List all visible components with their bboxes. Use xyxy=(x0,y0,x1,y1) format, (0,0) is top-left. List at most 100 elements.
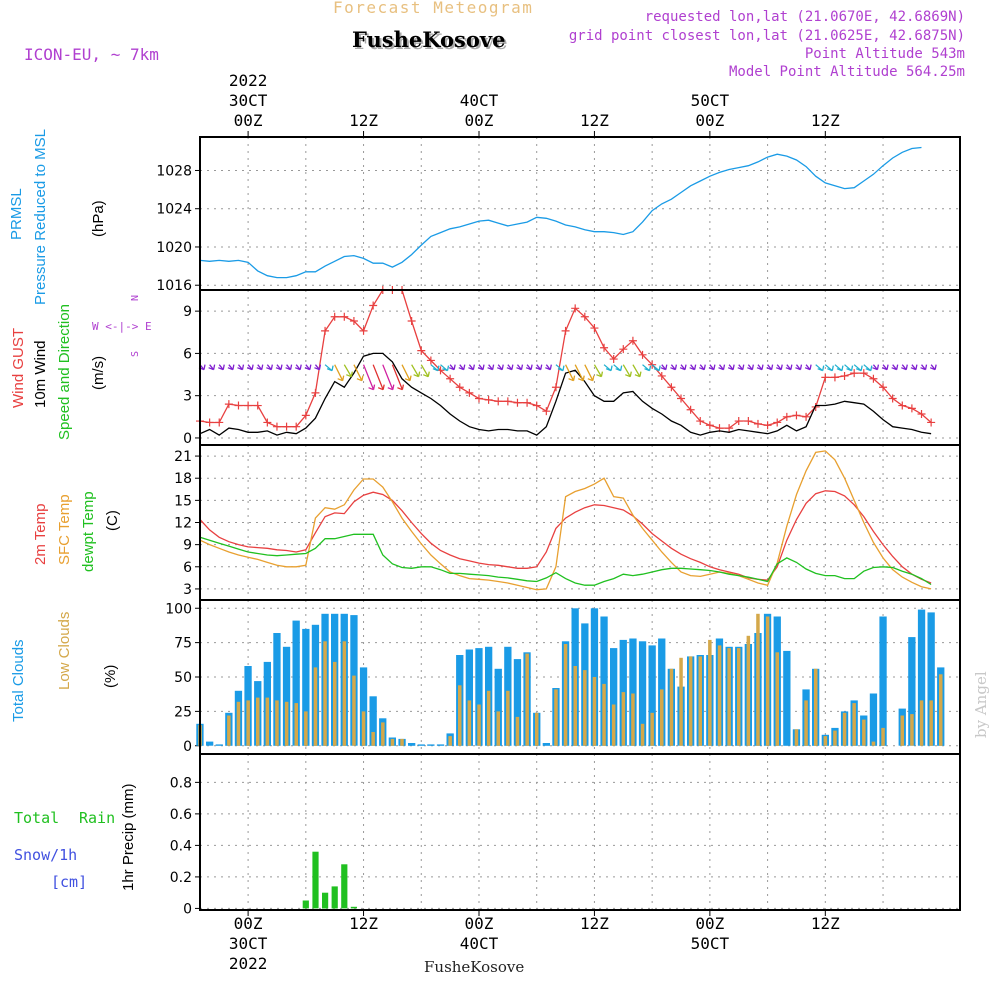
bottom-time-label: 50CT xyxy=(691,934,730,953)
low-cloud-bar xyxy=(650,712,654,746)
gust-marker xyxy=(205,418,214,427)
wind-arrow xyxy=(285,364,293,371)
gust-marker xyxy=(407,317,416,325)
bottom-time-label: 00Z xyxy=(465,914,494,933)
low-cloud-bar xyxy=(592,677,597,746)
gust-marker xyxy=(532,401,541,410)
wind-arrow xyxy=(362,364,376,391)
low-cloud-bar xyxy=(804,700,808,746)
y-tick-label: 1020 xyxy=(156,240,192,256)
top-time-label: 00Z xyxy=(465,111,494,130)
low-cloud-bar xyxy=(929,700,933,746)
series-prmsl xyxy=(199,146,922,279)
total-cloud-bar xyxy=(513,659,522,746)
bottom-time-label: 12Z xyxy=(349,914,378,933)
gust-marker xyxy=(561,326,570,335)
gust-marker xyxy=(311,388,320,397)
top-time-label: 00Z xyxy=(234,111,263,130)
panel-frame xyxy=(199,136,961,291)
total-cloud-bar xyxy=(638,641,647,746)
gust-marker xyxy=(638,350,647,359)
low-cloud-bar xyxy=(688,656,693,746)
precip-bar xyxy=(350,906,357,909)
low-cloud-bar xyxy=(265,697,270,746)
wind-arrow xyxy=(487,364,495,371)
y-tick-label: 0 xyxy=(183,901,192,917)
closest-lonlat: grid point closest lon,lat (21.0625E, 42… xyxy=(568,28,965,44)
total-cloud-bar xyxy=(600,616,608,746)
low-cloud-bar xyxy=(525,653,529,746)
wind-arrow xyxy=(314,364,322,371)
y-tick-label: 3 xyxy=(183,582,192,598)
total-cloud-bar xyxy=(908,637,916,746)
low-cloud-bar xyxy=(910,714,914,746)
wind-arrow xyxy=(708,364,716,371)
low-cloud-bar xyxy=(236,701,241,746)
gust-marker xyxy=(888,394,897,403)
wind-arrow xyxy=(574,364,585,382)
gust-marker xyxy=(907,404,916,413)
series-dewpt-temp xyxy=(199,533,932,586)
low-cloud-bar xyxy=(698,656,702,746)
wind-arrow xyxy=(679,364,687,371)
top-time-label: 12Z xyxy=(811,111,840,130)
gust-marker xyxy=(628,336,637,345)
low-cloud-bar xyxy=(881,727,885,746)
precip-cm-label: [cm] xyxy=(51,873,88,891)
series-sfc-temp xyxy=(199,450,932,591)
gust-marker xyxy=(369,301,378,310)
gust-marker xyxy=(349,317,358,325)
wind-arrow xyxy=(411,364,421,378)
gust-marker xyxy=(744,417,753,426)
precip-bar xyxy=(312,851,319,909)
gust-marker xyxy=(542,407,551,416)
wind-arrow xyxy=(872,364,880,371)
gust-marker xyxy=(898,401,907,410)
top-time-label: 00Z xyxy=(695,111,724,130)
low-cloud-bar xyxy=(486,690,491,746)
wind-arrow xyxy=(642,364,652,372)
low-cloud-bar xyxy=(323,641,327,746)
low-cloud-bar xyxy=(621,692,626,746)
y-tick-label: 9 xyxy=(183,538,192,554)
gust-marker xyxy=(234,401,243,410)
low-cloud-bar xyxy=(679,657,683,746)
gust-marker xyxy=(494,397,503,406)
low-cloud-bar xyxy=(448,736,452,746)
footer-location: FusheKosove xyxy=(424,958,525,976)
gust-marker xyxy=(455,383,464,392)
wind-arrow xyxy=(391,364,405,391)
top-time-label: 12Z xyxy=(349,111,378,130)
wind-arrow xyxy=(795,364,803,371)
low-cloud-bar xyxy=(823,736,828,746)
gust-marker xyxy=(417,346,426,355)
low-cloud-bar xyxy=(708,639,712,746)
wind-arrow xyxy=(468,364,476,371)
gust-marker xyxy=(571,304,580,313)
total-cloud-bar xyxy=(408,743,416,746)
wind-arrow xyxy=(670,364,678,371)
panel-frame xyxy=(199,753,961,911)
low-cloud-bar xyxy=(506,690,510,746)
gust-marker xyxy=(677,394,686,403)
gust-marker xyxy=(359,326,368,335)
low-cloud-bar xyxy=(833,730,837,746)
wind-arrow xyxy=(458,364,466,371)
low-cloud-bar xyxy=(640,723,645,746)
low-cloud-bar xyxy=(371,732,375,746)
gust-marker xyxy=(763,421,772,430)
gust-marker xyxy=(215,418,224,427)
wind-arrow xyxy=(881,364,889,371)
low-cloud-bar xyxy=(515,716,520,746)
gust-marker xyxy=(830,373,839,382)
precip-bar xyxy=(302,900,309,909)
gust-marker xyxy=(282,422,291,431)
gust-marker xyxy=(792,411,801,420)
total-cloud-bar xyxy=(475,648,483,746)
low-cloud-bar xyxy=(342,641,347,746)
gust-marker xyxy=(850,369,859,378)
gust-marker xyxy=(600,343,609,352)
wind-arrow xyxy=(834,364,844,372)
gust-marker xyxy=(474,394,483,403)
y-tick-label: 1016 xyxy=(156,278,192,294)
